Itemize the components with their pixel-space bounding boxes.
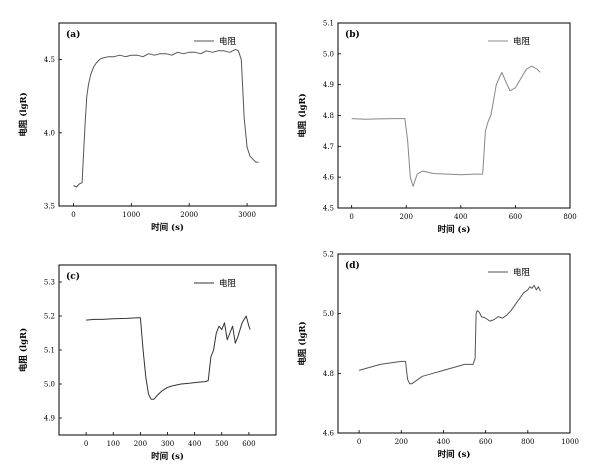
x-tick-label: 200	[134, 440, 147, 448]
x-axis-label: 时间 (s)	[151, 222, 184, 233]
y-tick-label: 5.0	[323, 310, 334, 318]
y-tick-label: 4.7	[323, 143, 334, 151]
x-tick-label: 1000	[122, 211, 140, 219]
chart-panel-c: 0 100 200 300 400 500 600 4.9 5.0 5.1 5.2 5.3 时间 (s)…	[18, 264, 277, 462]
y-axis-label: 电阻 (lgR)	[18, 328, 29, 372]
legend-label: 电阻	[219, 36, 237, 47]
x-axis-label: 时间 (s)	[438, 224, 471, 235]
y-tick-label: 5.1	[323, 20, 334, 28]
y-axis-label: 电阻 (lgR)	[297, 321, 308, 365]
series-line	[73, 48, 259, 188]
x-tick-label: 3000	[238, 211, 256, 219]
series-line	[351, 65, 541, 187]
y-axis-label: 电阻 (lgR)	[297, 93, 308, 137]
x-tick-label: 0	[349, 213, 353, 221]
chart-panel-a: 0 1000 2000 3000 3.5 4.0 4.5 时间 (s) 电阻 (lgR) (a) 电…	[18, 22, 277, 233]
x-tick-label: 200	[395, 438, 408, 446]
legend-label: 电阻	[513, 267, 531, 278]
panel-label: (d)	[345, 260, 360, 271]
x-tick-label: 400	[454, 213, 467, 221]
x-tick-label: 600	[479, 438, 492, 446]
y-tick-label: 4.6	[323, 174, 335, 182]
y-tick-label: 5.2	[44, 313, 55, 321]
x-tick-label: 1000	[561, 438, 579, 446]
x-tick-label: 0	[84, 440, 88, 448]
y-tick-label: 3.5	[44, 203, 55, 211]
y-tick-label: 4.9	[44, 415, 55, 423]
x-tick-label: 600	[509, 213, 522, 221]
x-tick-label: 400	[188, 440, 201, 448]
y-tick-label: 5.0	[44, 381, 55, 389]
x-tick-label: 800	[521, 438, 534, 446]
x-tick-label: 500	[215, 440, 228, 448]
y-tick-label: 5.0	[323, 50, 334, 58]
y-tick-label: 4.5	[323, 205, 334, 213]
y-tick-label: 4.8	[323, 370, 334, 378]
x-tick-label: 100	[107, 440, 120, 448]
series-line	[358, 284, 541, 385]
y-axis-label: 电阻 (lgR)	[18, 92, 29, 136]
plot-frame	[58, 264, 277, 436]
plot-frame	[337, 253, 571, 434]
x-tick-label: 400	[437, 438, 450, 446]
y-tick-label: 4.0	[44, 129, 55, 137]
y-tick-label: 5.3	[44, 279, 55, 287]
x-axis-label: 时间 (s)	[438, 449, 471, 460]
chart-panel-b: 0 200 400 600 800 4.5 4.6 4.7 4.8 4.9 5.0 5.1 时间 (s)…	[297, 20, 577, 236]
x-tick-label: 0	[71, 211, 75, 219]
y-tick-label: 4.6	[323, 430, 335, 438]
x-tick-label: 2000	[180, 211, 198, 219]
chart-panel-d: 0 200 400 600 800 1000 4.6 4.8 5.0 5.2 时间 (s) 电阻 (l…	[297, 251, 579, 461]
y-tick-label: 5.2	[323, 251, 334, 259]
x-axis-label: 时间 (s)	[151, 451, 184, 462]
y-tick-label: 4.9	[323, 81, 334, 89]
plot-frame	[337, 22, 571, 209]
legend-label: 电阻	[219, 278, 237, 289]
x-tick-label: 300	[161, 440, 174, 448]
panel-label: (c)	[66, 271, 80, 282]
x-tick-label: 800	[563, 213, 576, 221]
y-tick-label: 5.1	[44, 347, 55, 355]
y-tick-label: 4.8	[323, 112, 334, 120]
plot-frame	[58, 22, 277, 207]
panel-label: (a)	[66, 29, 80, 40]
x-tick-label: 200	[400, 213, 413, 221]
legend-label: 电阻	[513, 36, 531, 47]
x-tick-label: 0	[357, 438, 361, 446]
y-tick-label: 4.5	[44, 56, 55, 64]
series-line	[86, 315, 251, 400]
x-tick-label: 600	[242, 440, 255, 448]
panel-label: (b)	[345, 29, 360, 40]
